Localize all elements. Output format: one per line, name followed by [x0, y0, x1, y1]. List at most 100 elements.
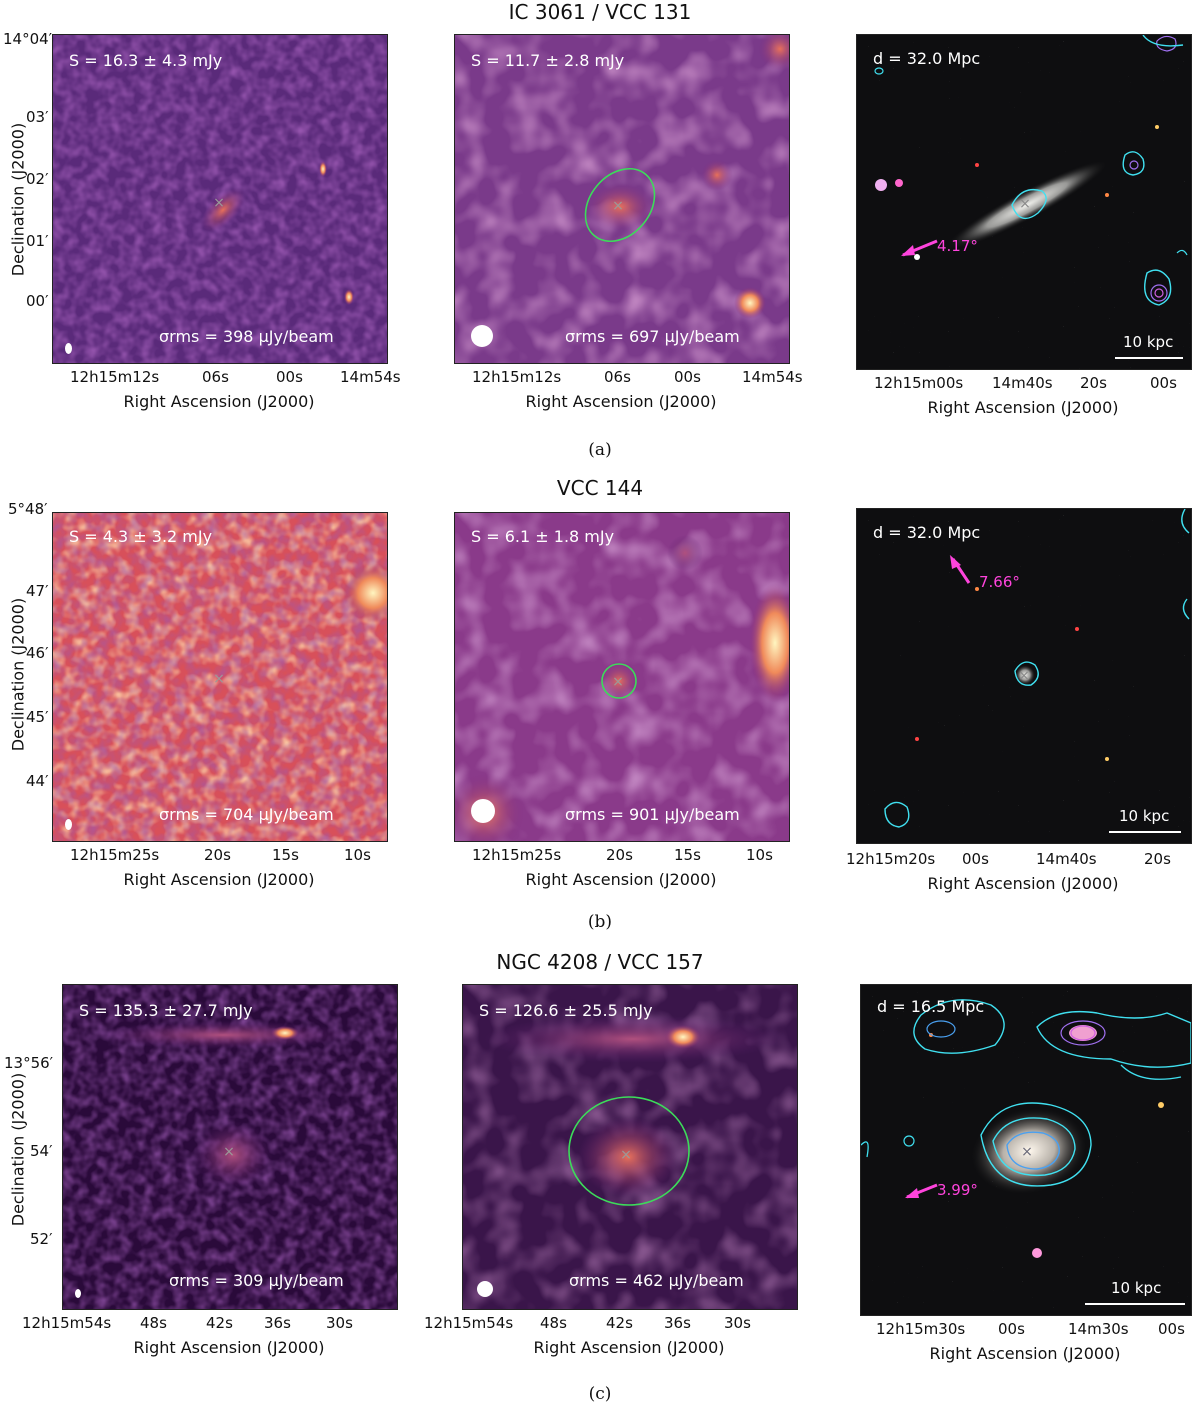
flux-label: S = 135.3 ± 27.7 mJy [79, 1001, 253, 1020]
dec-tick: 5°48′ [8, 500, 48, 518]
svg-text:×: × [1021, 1144, 1033, 1160]
flux-label: S = 6.1 ± 1.8 mJy [471, 527, 615, 546]
ra-tick: 15s [272, 846, 299, 864]
dec-tick: 14°04′ [3, 30, 53, 48]
ra-tick: 48s [140, 1314, 167, 1332]
rms-label: σrms = 462 μJy/beam [569, 1271, 744, 1290]
xlabel: Right Ascension (J2000) [123, 870, 315, 889]
optical-image-a: × d = 32.0 Mpc 4.17° 10 kpc [856, 34, 1192, 370]
radio-image-lowres-b: × S = 6.1 ± 1.8 mJy σrms = 901 μJy/beam [454, 512, 790, 842]
ra-tick: 12h15m20s [846, 850, 936, 868]
xlabel: Right Ascension (J2000) [927, 398, 1119, 417]
ra-tick: 00s [998, 1320, 1025, 1338]
dec-tick: 00′ [26, 292, 49, 310]
ra-tick: 36s [264, 1314, 291, 1332]
dec-tick: 13°56′ [4, 1054, 54, 1072]
scale-bar [1085, 1303, 1185, 1305]
svg-text:×: × [1018, 668, 1030, 684]
row-a-title: IC 3061 / VCC 131 [508, 0, 692, 24]
radio-image-fullres-b: × S = 4.3 ± 3.2 mJy σrms = 704 μJy/beam [52, 512, 388, 842]
distance-label: d = 32.0 Mpc [873, 49, 981, 68]
ra-tick: 20s [606, 846, 633, 864]
row-a-ylabel: Declination (J2000) [8, 122, 28, 277]
ra-tick: 30s [326, 1314, 353, 1332]
row-b-title: VCC 144 [556, 476, 644, 500]
beam-ellipse-icon [65, 343, 72, 354]
ra-tick: 00s [962, 850, 989, 868]
ra-tick: 15s [674, 846, 701, 864]
xlabel: Right Ascension (J2000) [927, 874, 1119, 893]
ra-tick: 20s [1080, 374, 1107, 392]
ra-tick: 00s [276, 368, 303, 386]
beam-ellipse-icon [471, 325, 493, 347]
rms-label: σrms = 398 μJy/beam [159, 327, 334, 346]
ra-tick: 12h15m00s [874, 374, 964, 392]
xlabel: Right Ascension (J2000) [533, 1338, 725, 1357]
ra-tick: 00s [1158, 1320, 1185, 1338]
dec-tick: 44′ [26, 772, 49, 790]
dec-tick: 03′ [26, 108, 49, 126]
angle-label: 4.17° [937, 237, 978, 255]
svg-text:×: × [612, 198, 624, 214]
dec-tick: 52′ [30, 1230, 53, 1248]
xlabel: Right Ascension (J2000) [525, 392, 717, 411]
beam-ellipse-icon [75, 1289, 81, 1298]
svg-text:×: × [213, 195, 225, 211]
row-c-ylabel: Declination (J2000) [8, 1072, 28, 1227]
ra-tick: 20s [204, 846, 231, 864]
beam-ellipse-icon [477, 1281, 493, 1297]
ra-tick: 12h15m12s [70, 368, 160, 386]
ra-tick: 10s [344, 846, 371, 864]
optical-image-c: × d = 16.5 Mpc 3.99° 10 kpc [860, 984, 1192, 1316]
optical-image-b: × d = 32.0 Mpc 7.66° 10 kpc [856, 508, 1192, 844]
svg-text:×: × [620, 1147, 632, 1163]
distance-label: d = 16.5 Mpc [877, 997, 985, 1016]
scale-bar [1115, 357, 1183, 359]
dec-tick: 45′ [26, 708, 49, 726]
ra-tick: 14m54s [742, 368, 803, 386]
ra-tick: 14m40s [992, 374, 1053, 392]
svg-text:×: × [612, 674, 624, 690]
ra-tick: 12h15m12s [472, 368, 562, 386]
radio-image-fullres-a: × S = 16.3 ± 4.3 mJy σrms = 398 μJy/beam [52, 34, 388, 364]
ra-tick: 14m30s [1068, 1320, 1129, 1338]
flux-label: S = 4.3 ± 3.2 mJy [69, 527, 213, 546]
ra-tick: 42s [606, 1314, 633, 1332]
scale-label: 10 kpc [1119, 807, 1170, 825]
rms-label: σrms = 704 μJy/beam [159, 805, 334, 824]
dec-tick: 47′ [26, 582, 49, 600]
xlabel: Right Ascension (J2000) [929, 1344, 1121, 1363]
xlabel: Right Ascension (J2000) [133, 1338, 325, 1357]
scale-label: 10 kpc [1111, 1279, 1162, 1297]
rms-label: σrms = 309 μJy/beam [169, 1271, 344, 1290]
caption-a: (a) [588, 440, 612, 460]
radio-image-fullres-c: × S = 135.3 ± 27.7 mJy σrms = 309 μJy/be… [62, 984, 398, 1310]
radio-image-lowres-a: × S = 11.7 ± 2.8 mJy σrms = 697 μJy/beam [454, 34, 790, 364]
ra-tick: 06s [202, 368, 229, 386]
scale-label: 10 kpc [1123, 333, 1174, 351]
ra-tick: 36s [664, 1314, 691, 1332]
beam-ellipse-icon [471, 799, 495, 823]
row-b-ylabel: Declination (J2000) [8, 597, 28, 752]
ra-tick: 48s [540, 1314, 567, 1332]
svg-text:×: × [1019, 196, 1031, 212]
xlabel: Right Ascension (J2000) [123, 392, 315, 411]
caption-c: (c) [588, 1384, 612, 1404]
ra-tick: 12h15m30s [876, 1320, 966, 1338]
ra-tick: 06s [604, 368, 631, 386]
ra-tick: 14m40s [1036, 850, 1097, 868]
flux-label: S = 126.6 ± 25.5 mJy [479, 1001, 653, 1020]
caption-b: (b) [587, 912, 613, 932]
beam-ellipse-icon [65, 819, 72, 830]
dec-tick: 46′ [26, 644, 49, 662]
ra-tick: 30s [724, 1314, 751, 1332]
radio-image-lowres-c: × S = 126.6 ± 25.5 mJy σrms = 462 μJy/be… [462, 984, 798, 1310]
scale-bar [1109, 831, 1181, 833]
svg-text:×: × [213, 671, 225, 687]
rms-label: σrms = 901 μJy/beam [565, 805, 740, 824]
ra-tick: 20s [1144, 850, 1171, 868]
rms-label: σrms = 697 μJy/beam [565, 327, 740, 346]
xlabel: Right Ascension (J2000) [525, 870, 717, 889]
svg-text:×: × [223, 1144, 235, 1160]
ra-tick: 12h15m54s [22, 1314, 112, 1332]
